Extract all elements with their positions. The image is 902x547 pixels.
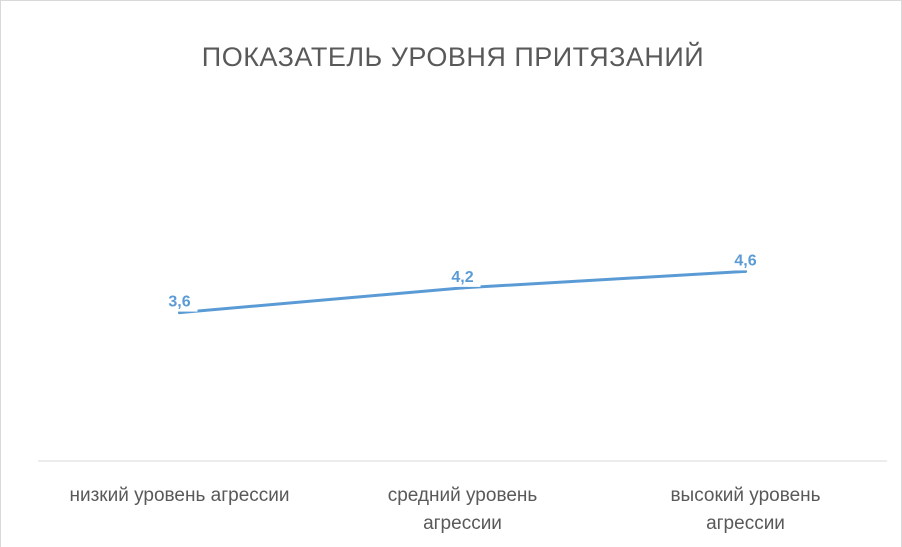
data-label-background [161, 289, 198, 312]
category-label-line: низкий уровень агрессии [69, 485, 289, 506]
data-point [178, 311, 181, 315]
category-axis-labels: низкий уровень агрессии средний уровень аг… [69, 485, 820, 534]
category-label-line: агрессии [706, 513, 785, 534]
data-label-background [444, 264, 481, 287]
series-line-segment [178, 286, 464, 315]
category-label-line: средний уровень [388, 485, 538, 506]
chart-title: ПОКАЗАТЕЛЬ УРОВНЯ ПРИТЯЗАНИЙ [202, 41, 704, 72]
category-label-line: высокий уровень [670, 485, 820, 506]
data-label: 4,6 [734, 252, 756, 269]
category-label: высокий уровень агрессии [670, 485, 820, 534]
data-label: 3,6 [168, 294, 190, 311]
data-point [461, 286, 464, 290]
chart-frame-left-edge [0, 0, 1, 547]
data-label: 4,2 [451, 269, 473, 286]
category-label-line: агрессии [423, 513, 502, 534]
data-point [744, 269, 747, 273]
data-label-layer: 3,6 4,2 4,6 [161, 248, 764, 312]
category-label: низкий уровень агрессии [69, 485, 289, 506]
series-layer [178, 269, 747, 315]
category-label: средний уровень агрессии [388, 485, 538, 534]
series-line-segment [461, 269, 747, 290]
data-label-background [727, 248, 764, 271]
